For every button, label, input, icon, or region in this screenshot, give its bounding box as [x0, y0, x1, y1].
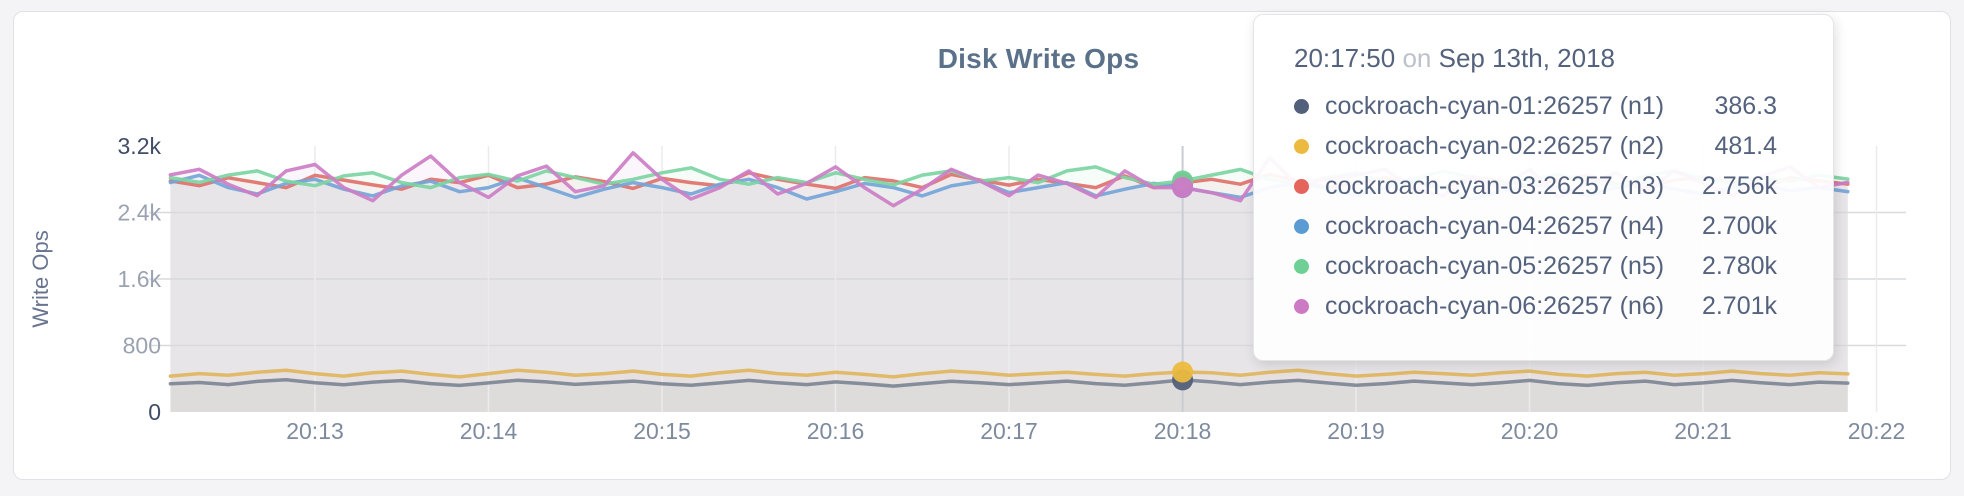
series-value: 481.4 — [1714, 131, 1777, 160]
series-value: 2.701k — [1701, 291, 1777, 320]
x-tick-label-20:19: 20:19 — [1327, 418, 1385, 444]
tooltip-time: 20:17:50 — [1294, 43, 1396, 73]
tooltip-series-row: cockroach-cyan-03:26257 (n3) 2.756k — [1294, 166, 1777, 206]
series-name: cockroach-cyan-04:26257 (n4) — [1325, 211, 1665, 240]
tooltip-series-row: cockroach-cyan-05:26257 (n5) 2.780k — [1294, 246, 1777, 286]
crosshair-dot-n2 — [1172, 361, 1194, 383]
series-value: 2.700k — [1701, 211, 1777, 240]
x-tick-label-20:18: 20:18 — [1154, 418, 1212, 444]
series-line-n1 — [168, 377, 1850, 388]
series-name: cockroach-cyan-06:26257 (n6) — [1325, 291, 1665, 320]
series-color-dot — [1294, 138, 1309, 154]
chart-title: Disk Write Ops — [937, 43, 1140, 74]
series-color-dot — [1294, 98, 1309, 114]
series-name: cockroach-cyan-05:26257 (n5) — [1325, 251, 1665, 280]
x-tick-label-20:14: 20:14 — [460, 418, 518, 444]
chart-card: 0 800 1.6k 2.4k 3.2k 20:13 20:14 20:15 20:16 20:1… — [13, 11, 1951, 480]
tooltip-series-row: cockroach-cyan-02:26257 (n2) 481.4 — [1294, 126, 1777, 166]
series-value: 2.780k — [1701, 251, 1777, 280]
y-tick-label-800: 800 — [123, 333, 161, 359]
y-axis-title: Write Ops — [28, 230, 53, 327]
x-tick-label-20:17: 20:17 — [980, 418, 1038, 444]
series-value: 2.756k — [1701, 171, 1777, 200]
series-name: cockroach-cyan-02:26257 (n2) — [1325, 131, 1665, 160]
series-line-n2 — [168, 368, 1850, 379]
y-tick-label-2.4k: 2.4k — [118, 200, 162, 226]
x-tick-label-20:20: 20:20 — [1501, 418, 1559, 444]
series-color-dot — [1294, 298, 1309, 314]
tooltip-date: Sep 13th, 2018 — [1438, 43, 1615, 73]
x-tick-label-20:22: 20:22 — [1848, 418, 1906, 444]
chart-tooltip: 20:17:50 on Sep 13th, 2018 cockroach-cya… — [1253, 14, 1834, 361]
series-color-dot — [1294, 258, 1309, 274]
crosshair-dot-n6 — [1172, 176, 1194, 198]
series-color-dot — [1294, 178, 1309, 194]
tooltip-series-row: cockroach-cyan-04:26257 (n4) 2.700k — [1294, 206, 1777, 246]
tooltip-conjunction: on — [1402, 43, 1432, 73]
series-value: 386.3 — [1714, 91, 1777, 120]
tooltip-header: 20:17:50 on Sep 13th, 2018 — [1294, 43, 1777, 74]
x-tick-label-20:13: 20:13 — [286, 418, 344, 444]
tooltip-series-list: cockroach-cyan-01:26257 (n1) 386.3 cockroa… — [1294, 86, 1777, 326]
series-name: cockroach-cyan-03:26257 (n3) — [1325, 171, 1665, 200]
x-tick-label-20:21: 20:21 — [1674, 418, 1732, 444]
tooltip-series-row: cockroach-cyan-01:26257 (n1) 386.3 — [1294, 86, 1777, 126]
series-name: cockroach-cyan-01:26257 (n1) — [1325, 91, 1665, 120]
y-tick-label-1.6k: 1.6k — [118, 266, 162, 292]
series-color-dot — [1294, 218, 1309, 234]
y-tick-label-3.2k: 3.2k — [118, 133, 162, 159]
tooltip-series-row: cockroach-cyan-06:26257 (n6) 2.701k — [1294, 286, 1777, 326]
y-tick-label-0: 0 — [148, 399, 161, 425]
x-tick-label-20:15: 20:15 — [633, 418, 691, 444]
x-tick-label-20:16: 20:16 — [807, 418, 865, 444]
